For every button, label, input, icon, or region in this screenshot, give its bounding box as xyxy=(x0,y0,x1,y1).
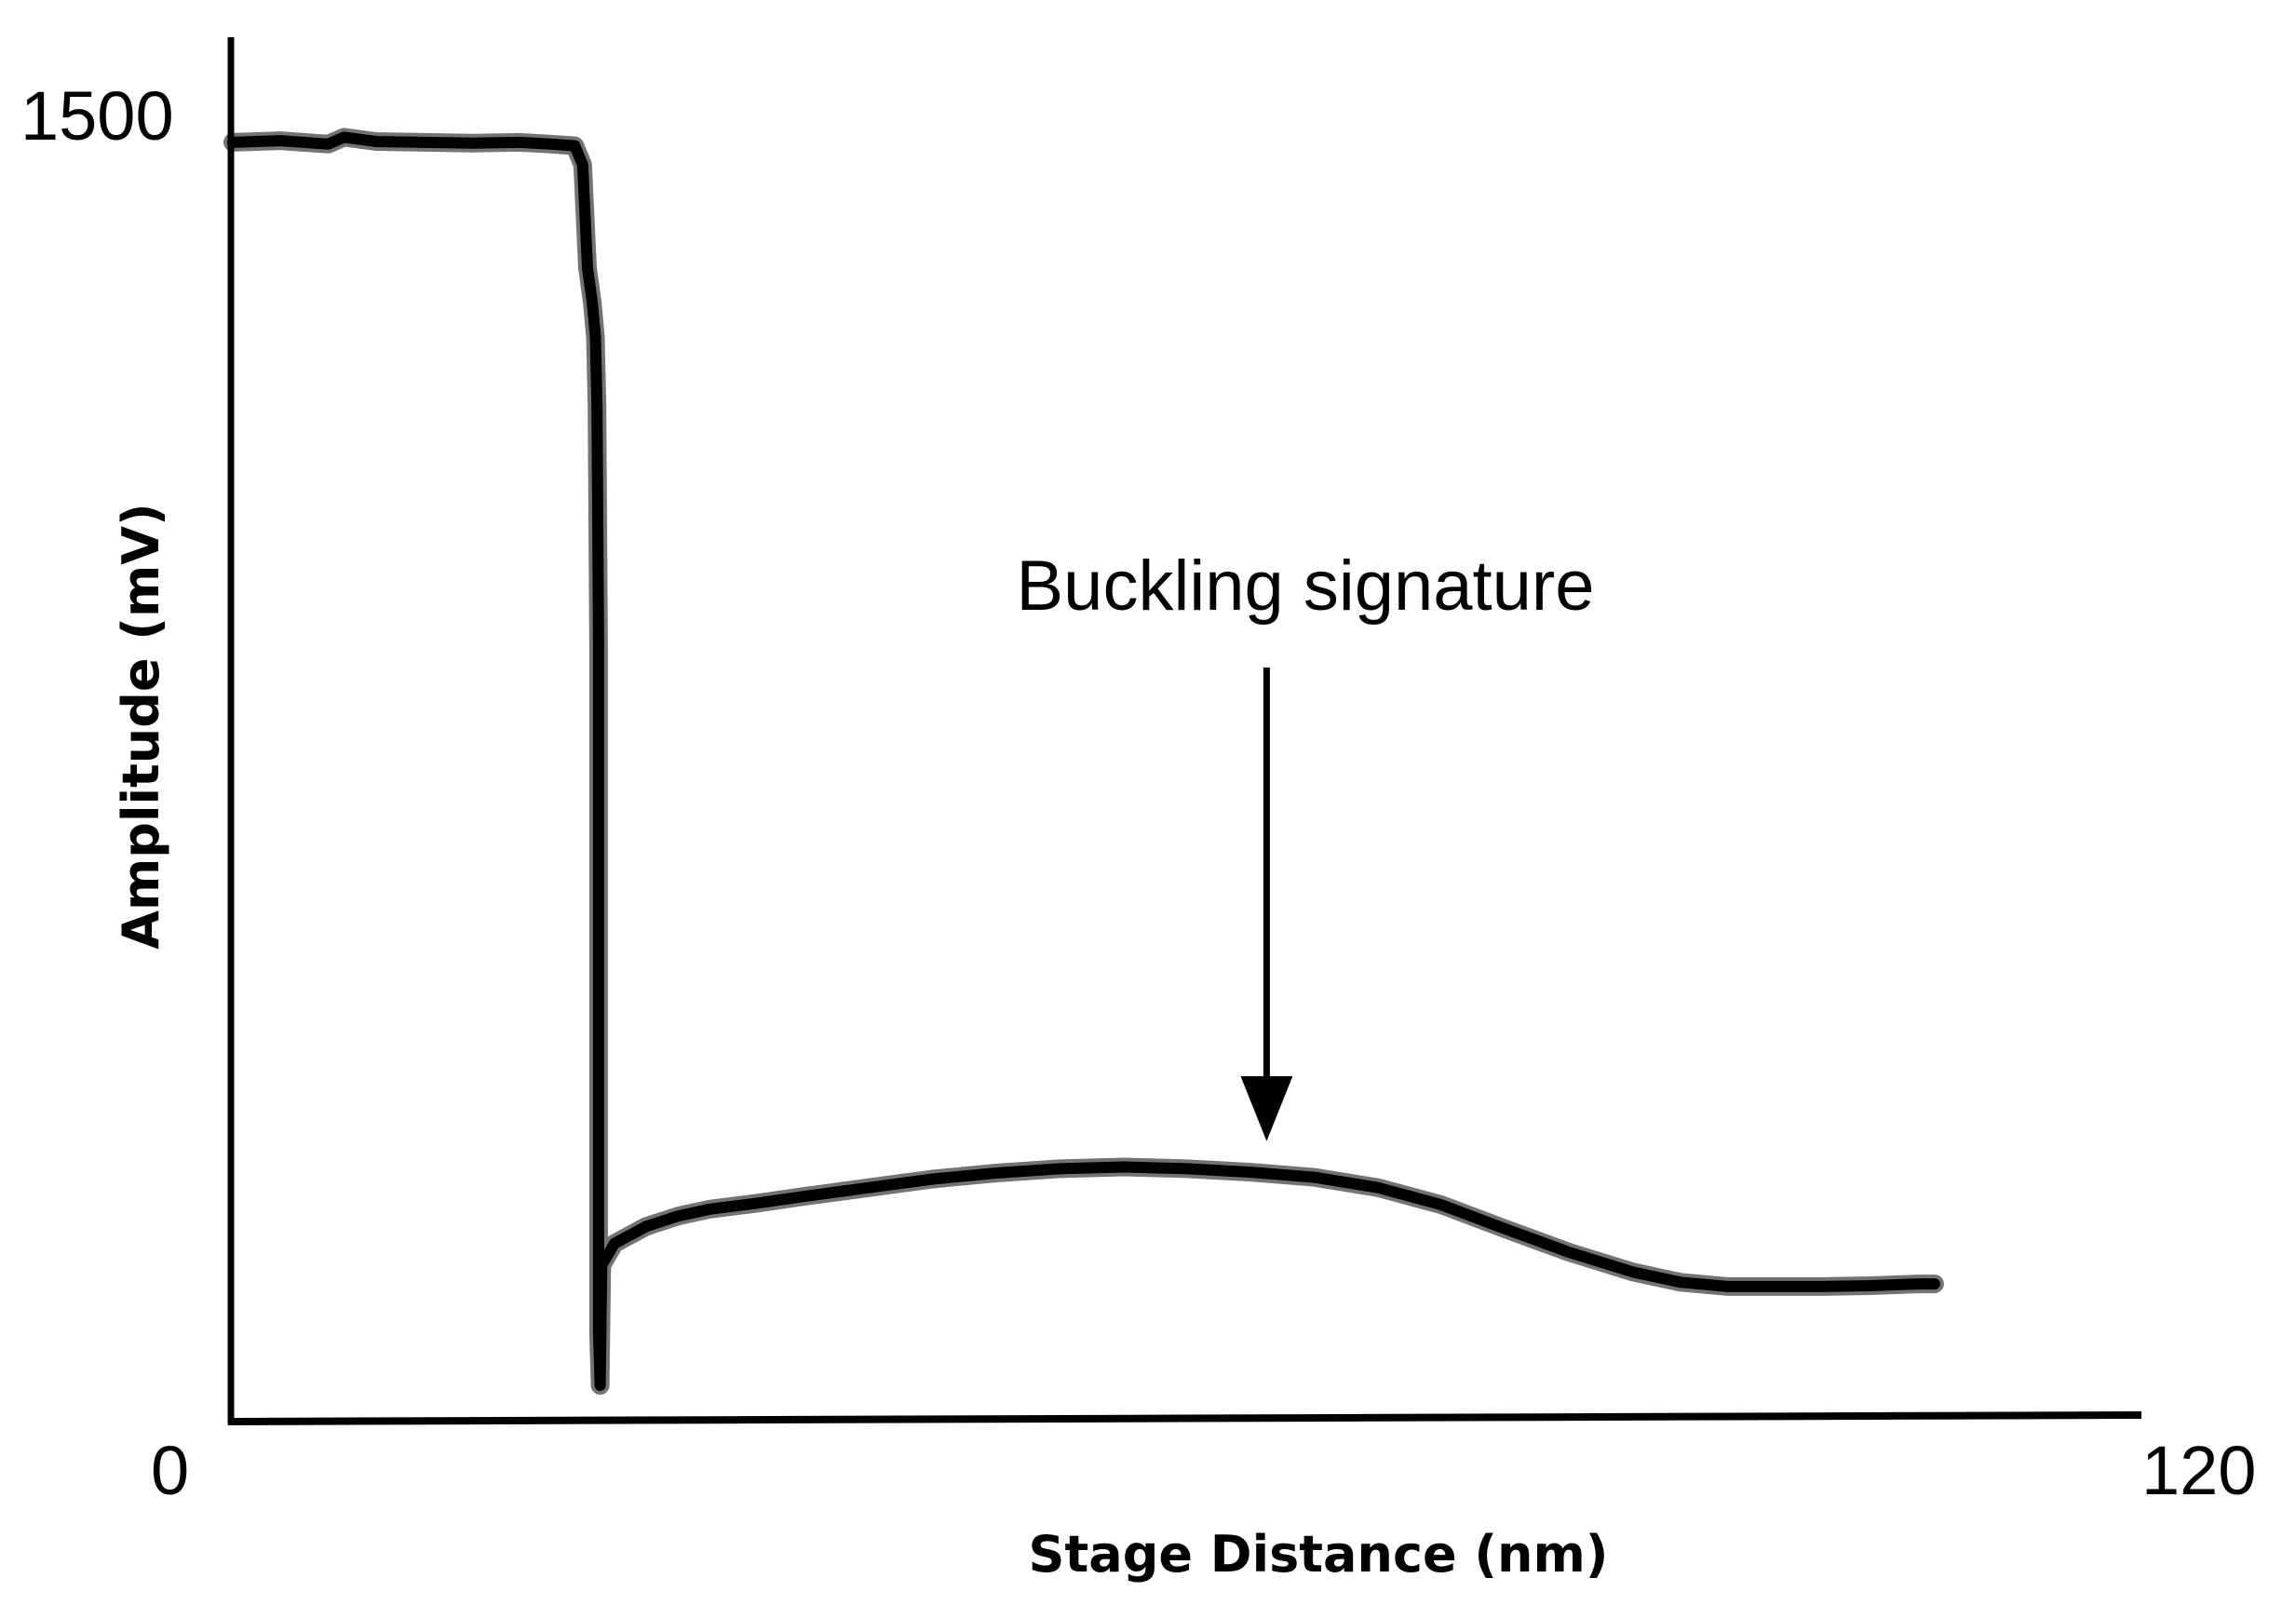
x-tick-label-120: 120 xyxy=(2141,1432,2256,1509)
plot-area xyxy=(223,37,2142,1425)
series-line-halo xyxy=(223,128,1944,1396)
annotation-buckling: Buckling signature xyxy=(1016,546,1595,1141)
annotation-text: Buckling signature xyxy=(1016,546,1594,626)
x-axis-label: Stage Distance (nm) xyxy=(1029,1525,1609,1584)
series-line xyxy=(227,131,1940,1392)
x-axis xyxy=(227,1411,2142,1425)
y-tick-label-1500: 1500 xyxy=(20,77,174,155)
x-tick-label-0: 0 xyxy=(151,1432,189,1509)
y-axis-label: Amplitude (mV) xyxy=(112,503,170,950)
